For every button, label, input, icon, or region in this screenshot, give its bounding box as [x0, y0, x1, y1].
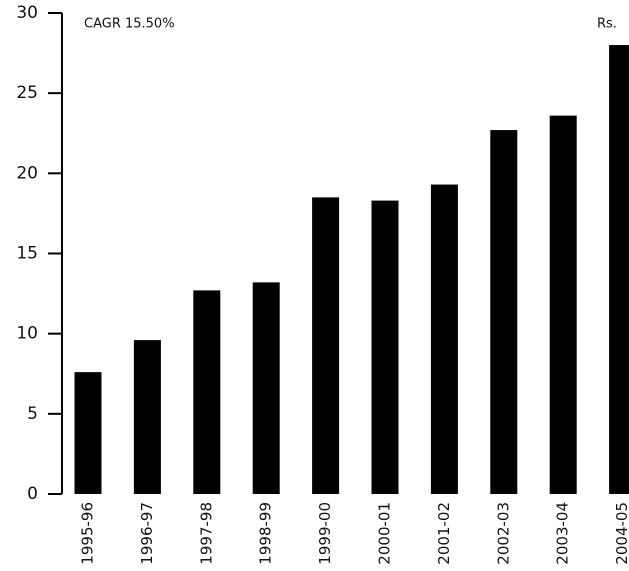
x-tick-label: 2002-03 — [494, 502, 512, 565]
bar — [193, 290, 221, 494]
bar — [609, 45, 629, 495]
annotation: Rs. — [597, 17, 617, 32]
y-tick-label: 5 — [27, 404, 38, 424]
x-tick-label: 1998-99 — [257, 502, 275, 565]
y-tick-label: 20 — [16, 163, 38, 183]
x-tick-label: 2004-05 — [613, 502, 629, 565]
x-tick-label: 1996-97 — [138, 502, 156, 565]
x-tick-label: 1997-98 — [197, 502, 215, 565]
y-tick-label: 15 — [16, 244, 38, 264]
bar — [74, 372, 102, 494]
annotation: CAGR 15.50% — [84, 17, 175, 32]
x-tick-label: 2000-01 — [376, 502, 394, 565]
y-tick-label: 25 — [16, 83, 38, 103]
y-tick-label: 10 — [16, 324, 38, 344]
bar — [430, 184, 458, 494]
x-tick-label: 2001-02 — [435, 502, 453, 565]
bar — [549, 115, 577, 494]
x-tick-label: 1999-00 — [316, 502, 334, 565]
bar — [312, 197, 340, 494]
bar — [371, 200, 399, 494]
bar — [252, 282, 280, 494]
bar — [133, 340, 161, 494]
x-tick-label: 1995-96 — [79, 502, 97, 565]
x-tick-label: 2003-04 — [554, 502, 572, 565]
y-tick-label: 30 — [16, 3, 38, 23]
y-tick-label: 0 — [27, 484, 38, 504]
bar — [490, 130, 518, 494]
